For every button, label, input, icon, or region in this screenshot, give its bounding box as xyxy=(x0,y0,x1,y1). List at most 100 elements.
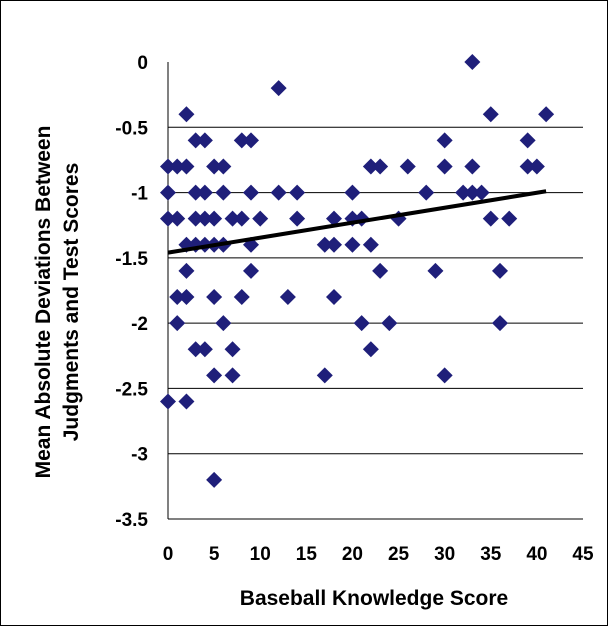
data-point xyxy=(455,184,472,201)
data-point xyxy=(270,184,287,201)
x-tick-label: 10 xyxy=(250,544,271,565)
data-point xyxy=(362,236,379,253)
data-point xyxy=(169,210,186,227)
data-point xyxy=(206,158,223,175)
data-point xyxy=(316,367,333,384)
data-point xyxy=(381,315,398,332)
data-point xyxy=(178,106,195,123)
data-point xyxy=(464,184,481,201)
data-point xyxy=(289,210,306,227)
data-point xyxy=(169,158,186,175)
data-point xyxy=(196,210,213,227)
y-tick-label: -3 xyxy=(131,445,148,466)
data-point xyxy=(160,210,176,227)
data-point xyxy=(326,236,342,253)
trendline-group xyxy=(167,189,547,255)
data-point xyxy=(482,210,499,227)
data-point xyxy=(233,210,250,227)
data-point xyxy=(279,289,296,306)
data-point xyxy=(316,236,333,253)
y-tick-label: -2.5 xyxy=(115,379,148,400)
data-point xyxy=(418,184,435,201)
y-axis-title-group: Mean Absolute Deviations Between Judgmen… xyxy=(32,126,83,479)
data-point xyxy=(289,184,306,201)
data-point xyxy=(178,262,195,279)
y-tick-labels: 0 -0.5 -1 -1.5 -2 -2.5 -3 -3.5 xyxy=(115,53,148,531)
data-point xyxy=(362,341,379,358)
data-point xyxy=(196,132,213,149)
y-tick-label: -3.5 xyxy=(115,510,148,531)
data-point xyxy=(178,158,195,175)
x-tick-label: 25 xyxy=(388,544,410,565)
y-tick-label: -1 xyxy=(131,184,148,205)
y-axis-title-line-2: Judgments and Test Scores xyxy=(60,163,83,442)
data-point xyxy=(160,158,176,175)
data-point xyxy=(243,132,259,149)
data-point xyxy=(169,315,186,332)
data-point xyxy=(372,158,389,175)
x-tick-labels: 0 5 10 15 20 25 30 35 40 45 xyxy=(163,544,594,565)
data-point xyxy=(464,54,481,70)
data-point xyxy=(233,132,250,149)
x-tick-label: 15 xyxy=(296,544,318,565)
data-point xyxy=(528,158,545,175)
x-tick-label: 40 xyxy=(526,544,547,565)
trendline xyxy=(167,189,547,255)
data-point xyxy=(344,236,361,253)
data-point xyxy=(436,367,453,384)
data-point xyxy=(224,367,241,384)
data-point xyxy=(187,341,204,358)
data-point xyxy=(224,210,241,227)
data-point xyxy=(492,315,508,332)
y-tick-label: -0.5 xyxy=(115,118,148,139)
data-point xyxy=(326,289,342,306)
data-point xyxy=(353,315,370,332)
data-point xyxy=(427,262,444,279)
data-point xyxy=(196,184,213,201)
data-point xyxy=(519,132,536,149)
data-point xyxy=(187,132,204,149)
y-tick-label: -1.5 xyxy=(115,249,148,270)
y-tick-label: -2 xyxy=(131,314,148,335)
data-point xyxy=(206,367,223,384)
data-point xyxy=(372,262,389,279)
data-point xyxy=(196,341,213,358)
data-point xyxy=(224,341,241,358)
data-point xyxy=(169,289,186,306)
x-tick-label: 0 xyxy=(163,544,174,565)
x-tick-label: 35 xyxy=(480,544,502,565)
data-point xyxy=(399,158,416,175)
data-point xyxy=(187,210,204,227)
data-point xyxy=(215,158,232,175)
data-point xyxy=(482,106,499,123)
data-point xyxy=(270,80,287,97)
data-point xyxy=(436,132,453,149)
data-point xyxy=(178,393,195,410)
y-axis-title-line-1: Mean Absolute Deviations Between xyxy=(32,126,55,479)
data-point xyxy=(243,184,259,201)
data-point xyxy=(492,262,508,279)
data-point xyxy=(206,210,223,227)
data-point xyxy=(178,289,195,306)
data-point xyxy=(326,210,342,227)
x-tick-label: 45 xyxy=(572,544,594,565)
x-tick-label: 30 xyxy=(434,544,455,565)
data-point xyxy=(252,210,269,227)
data-point xyxy=(160,393,176,410)
gridlines xyxy=(168,126,583,520)
y-tick-label: 0 xyxy=(137,53,148,74)
data-point xyxy=(206,289,223,306)
x-axis-title: Baseball Knowledge Score xyxy=(240,587,508,610)
data-point xyxy=(160,184,176,201)
data-point xyxy=(344,184,361,201)
data-point xyxy=(538,106,555,123)
data-point xyxy=(206,471,223,488)
data-point xyxy=(187,184,204,201)
data-point xyxy=(464,158,481,175)
data-point xyxy=(519,158,536,175)
data-point xyxy=(473,184,490,201)
data-point xyxy=(215,315,232,332)
data-point xyxy=(501,210,518,227)
x-tick-label: 5 xyxy=(209,544,220,565)
